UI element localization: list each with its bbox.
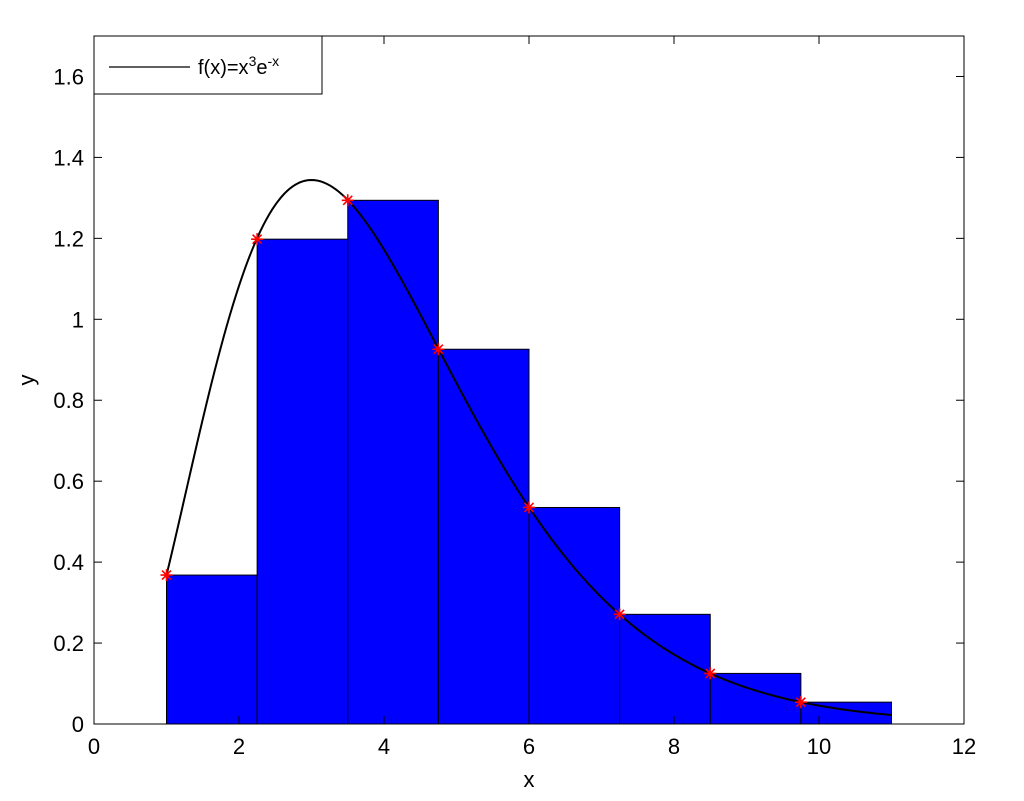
sample-marker [160, 569, 173, 582]
x-tick-label: 8 [668, 734, 680, 759]
legend-label-exponent-2: -x [267, 53, 279, 69]
legend-label-exponent-1: 3 [249, 53, 257, 69]
x-tick-label: 10 [807, 734, 831, 759]
histogram-bar [528, 506, 621, 725]
sample-marker [613, 608, 626, 621]
sample-marker [523, 501, 535, 514]
y-tick-label: 0.4 [53, 550, 84, 575]
x-tick-label: 0 [88, 734, 100, 759]
x-tick-label: 4 [378, 734, 390, 759]
legend: f(x)=x3e-x [93, 35, 323, 95]
legend-label-e: e [256, 57, 267, 79]
y-tick-label: 1.2 [53, 226, 84, 251]
y-tick-label: 0.8 [53, 388, 84, 413]
histogram-bar [166, 574, 258, 725]
legend-box [93, 35, 323, 95]
x-tick-label: 6 [523, 734, 535, 759]
y-tick-label: 1 [72, 307, 84, 332]
sample-marker [432, 343, 445, 356]
histogram-bar [256, 238, 349, 725]
sample-marker [341, 194, 354, 207]
x-tick-labels: 0 2 4 6 8 10 12 [88, 734, 976, 759]
y-tick-label: 0 [72, 712, 84, 737]
legend-label-base: f(x)=x [198, 57, 249, 79]
x-tick-label: 2 [233, 734, 245, 759]
histogram-bar [619, 613, 711, 725]
y-tick-label: 0.6 [53, 469, 84, 494]
histogram-bars [166, 199, 892, 725]
x-tick-label: 12 [952, 734, 976, 759]
legend-label: f(x)=x3e-x [198, 53, 279, 79]
histogram-bar [347, 199, 439, 725]
sample-marker [704, 667, 717, 680]
y-tick-labels: 0 0.2 0.4 0.6 0.8 1 1.2 1.4 1.6 [53, 64, 84, 737]
sample-marker [794, 696, 807, 709]
y-tick-label: 1.4 [53, 145, 84, 170]
y-tick-label: 1.6 [53, 64, 84, 89]
x-axis-label: x [524, 767, 535, 792]
histogram-bar [437, 348, 530, 725]
y-axis-label: y [14, 375, 39, 386]
y-tick-label: 0.2 [53, 631, 84, 656]
sample-markers [160, 194, 807, 709]
sample-marker [251, 233, 264, 246]
